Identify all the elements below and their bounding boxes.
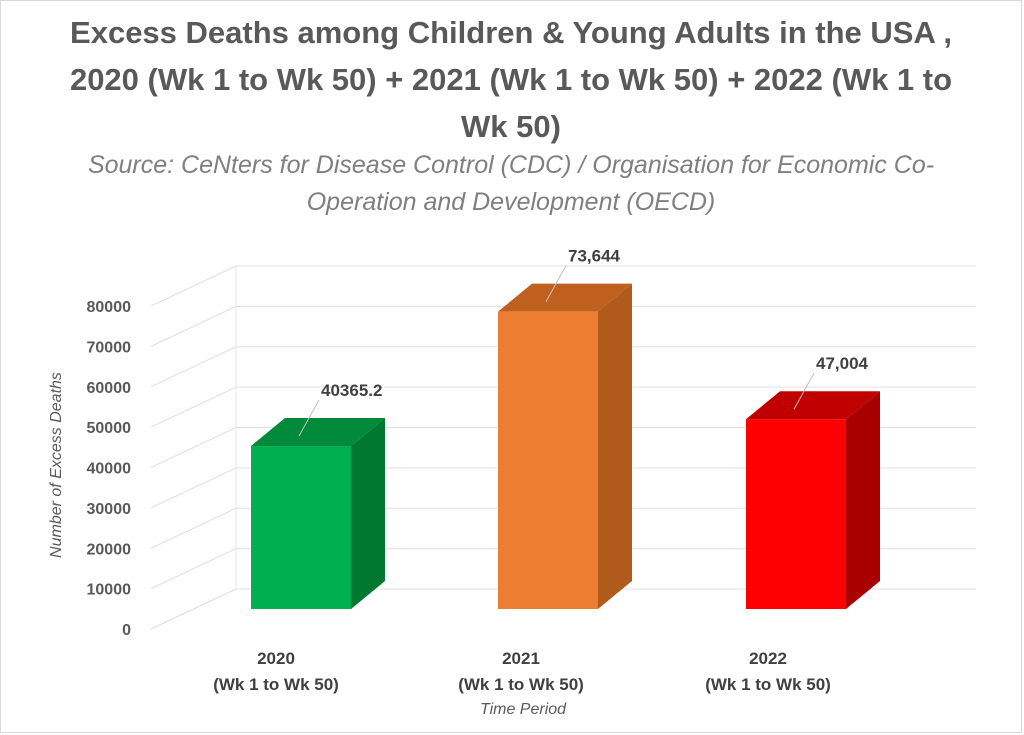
y-tick-label: 40000 xyxy=(87,461,132,478)
gridline-side xyxy=(150,427,237,468)
data-label: 47,004 xyxy=(816,354,869,373)
y-tick-label: 0 xyxy=(122,622,131,639)
y-tick-label: 10000 xyxy=(87,582,132,599)
bar xyxy=(251,446,351,609)
x-tick-label: (Wk 1 to Wk 50) xyxy=(213,675,339,694)
x-axis-title: Time Period xyxy=(479,701,567,718)
data-label-leader xyxy=(298,399,320,437)
bar-side xyxy=(598,283,632,609)
gridline-side xyxy=(150,467,237,509)
bar-side xyxy=(351,418,385,609)
x-tick-label: (Wk 1 to Wk 50) xyxy=(705,675,831,694)
x-tick-label: 2020 xyxy=(257,649,295,668)
y-tick-label: 20000 xyxy=(87,541,132,558)
y-tick-label: 50000 xyxy=(87,420,132,437)
chart-subtitle: Source: CeNters for Disease Control (CDC… xyxy=(87,151,935,216)
gridline-side xyxy=(150,265,237,307)
data-label: 40365.2 xyxy=(321,381,382,400)
bar-side xyxy=(846,391,880,609)
bar-top xyxy=(251,418,385,447)
y-axis-title: Number of Excess Deaths xyxy=(48,372,65,558)
gridline-side xyxy=(150,548,237,590)
y-tick-label: 30000 xyxy=(87,501,132,518)
x-tick-label: (Wk 1 to Wk 50) xyxy=(458,675,584,694)
bar xyxy=(498,311,598,609)
gridline-side xyxy=(150,386,237,428)
bar xyxy=(746,419,846,609)
gridline-side xyxy=(150,305,237,347)
gridline-side xyxy=(150,507,237,549)
gridline-side xyxy=(150,588,237,630)
y-tick-label: 60000 xyxy=(87,380,132,397)
data-label-leader xyxy=(793,372,815,410)
gridline-side xyxy=(150,346,237,388)
chart-title: Excess Deaths among Children & Young Adu… xyxy=(69,15,953,144)
x-tick-label: 2021 xyxy=(502,649,540,668)
y-tick-label: 70000 xyxy=(87,339,132,356)
data-label-leader xyxy=(545,265,567,302)
bar-top xyxy=(746,391,880,420)
bar-top xyxy=(498,283,632,312)
data-label: 73,644 xyxy=(568,247,621,266)
y-tick-label: 80000 xyxy=(87,299,132,316)
x-tick-label: 2022 xyxy=(749,649,787,668)
